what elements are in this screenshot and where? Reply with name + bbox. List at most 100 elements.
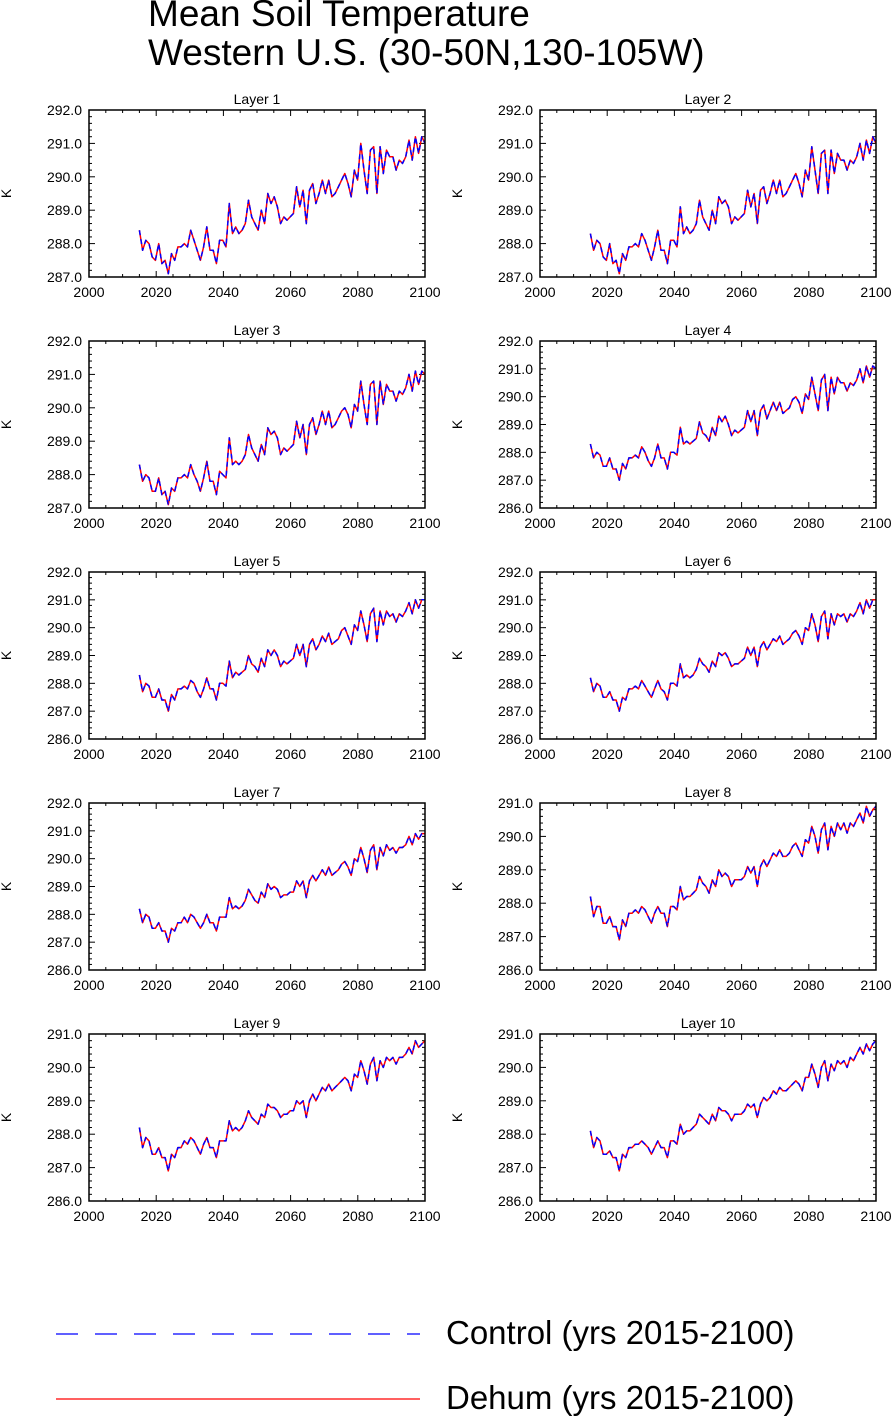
panel-title: Layer 4	[685, 322, 732, 338]
series-control-line	[589, 365, 877, 481]
x-tick-label: 2000	[524, 746, 555, 762]
x-tick-label: 2040	[208, 746, 239, 762]
x-tick-label: 2000	[73, 284, 104, 300]
y-tick-label: 286.0	[498, 500, 533, 516]
y-tick-label: 290.0	[498, 620, 533, 636]
x-tick-label: 2060	[275, 977, 306, 993]
y-tick-label: 289.0	[498, 648, 533, 664]
panel-layer-6: Layer 6 K 2000 2020 2040 2060 2080 2100 286.0 287…	[449, 553, 892, 762]
y-tick-label: 292.0	[498, 333, 533, 349]
plot-frame	[88, 802, 426, 971]
panel-layer-2: Layer 2 K 2000 2020 2040 2060 2080 2100 287.0 288…	[449, 91, 892, 300]
series-dehum-line	[138, 832, 425, 943]
series-dehum-line	[138, 135, 426, 275]
x-tick-label: 2000	[73, 515, 104, 531]
y-tick-label: 287.0	[498, 929, 533, 945]
y-tick-label: 288.0	[47, 236, 82, 252]
panel-title: Layer 5	[234, 553, 281, 569]
x-tick-label: 2020	[141, 746, 172, 762]
x-tick-label: 2060	[726, 1208, 757, 1224]
y-tick-label: 289.0	[498, 202, 533, 218]
x-tick-label: 2080	[342, 284, 373, 300]
figure-title: Mean Soil Temperature Western U.S. (30-5…	[148, 0, 705, 72]
series-dehum-line	[589, 135, 877, 275]
x-tick-label: 2020	[141, 977, 172, 993]
y-tick-label: 288.0	[47, 1126, 82, 1142]
x-tick-label: 2040	[208, 515, 239, 531]
y-tick-label: 290.0	[47, 620, 82, 636]
plot-frame	[88, 1033, 426, 1202]
y-tick-label: 289.0	[47, 433, 82, 449]
x-tick-label: 2020	[592, 746, 623, 762]
x-tick-label: 2080	[342, 746, 373, 762]
series-dehum-line	[138, 599, 425, 712]
plot-frame	[539, 571, 877, 740]
y-tick-label: 286.0	[47, 731, 82, 747]
y-axis-label: K	[449, 1112, 465, 1122]
y-tick-label: 288.0	[498, 1126, 533, 1142]
y-tick-label: 290.0	[498, 389, 533, 405]
x-tick-label: 2040	[208, 1208, 239, 1224]
chart-panels: Layer 1 K 2000 2020 2040 2060 2080 2100 287.0 288…	[0, 91, 892, 1224]
y-tick-label: 287.0	[47, 269, 82, 285]
y-axis-label: K	[449, 881, 465, 891]
plot-frame	[88, 571, 426, 740]
y-tick-label: 290.0	[47, 1059, 82, 1075]
x-tick-label: 2100	[409, 284, 440, 300]
y-axis-label: K	[0, 650, 14, 660]
y-tick-label: 289.0	[47, 648, 82, 664]
panel-layer-8: Layer 8 K 2000 2020 2040 2060 2080 2100 286.0 287…	[449, 784, 892, 993]
x-tick-label: 2000	[524, 977, 555, 993]
panel-layer-4: Layer 4 K 2000 2020 2040 2060 2080 2100 286.0 287…	[449, 322, 892, 531]
x-tick-label: 2000	[73, 977, 104, 993]
y-tick-label: 286.0	[498, 1193, 533, 1209]
y-tick-label: 291.0	[498, 1026, 533, 1042]
x-tick-label: 2040	[659, 284, 690, 300]
y-axis-label: K	[449, 188, 465, 198]
x-tick-label: 2020	[592, 1208, 623, 1224]
x-tick-label: 2080	[342, 515, 373, 531]
x-tick-label: 2040	[659, 1208, 690, 1224]
x-tick-label: 2100	[409, 1208, 440, 1224]
panel-title: Layer 1	[234, 91, 281, 107]
x-tick-label: 2040	[208, 977, 239, 993]
y-tick-label: 290.0	[47, 851, 82, 867]
y-tick-label: 291.0	[47, 823, 82, 839]
x-tick-label: 2020	[592, 284, 623, 300]
y-tick-label: 289.0	[47, 879, 82, 895]
y-tick-label: 287.0	[47, 1160, 82, 1176]
y-tick-label: 288.0	[498, 444, 533, 460]
y-tick-label: 292.0	[47, 795, 82, 811]
plot-frame	[88, 109, 426, 278]
y-tick-label: 291.0	[498, 361, 533, 377]
x-tick-label: 2080	[793, 977, 824, 993]
series-control-line	[138, 1039, 426, 1172]
x-tick-label: 2000	[524, 515, 555, 531]
x-tick-label: 2100	[409, 515, 440, 531]
x-tick-label: 2080	[342, 977, 373, 993]
x-tick-label: 2000	[73, 746, 104, 762]
series-dehum-line	[589, 599, 876, 712]
x-tick-label: 2040	[659, 746, 690, 762]
x-tick-label: 2060	[726, 515, 757, 531]
y-axis-label: K	[449, 419, 465, 429]
x-tick-label: 2080	[342, 1208, 373, 1224]
y-tick-label: 291.0	[498, 795, 533, 811]
x-tick-label: 2100	[860, 515, 891, 531]
series-control-line	[589, 805, 877, 941]
y-tick-label: 289.0	[498, 417, 533, 433]
y-tick-label: 288.0	[498, 895, 533, 911]
panel-title: Layer 10	[681, 1015, 736, 1031]
y-tick-label: 288.0	[47, 675, 82, 691]
legend-label-dehum: Dehum (yrs 2015-2100)	[446, 1379, 795, 1416]
series-control-line	[138, 370, 426, 506]
series-dehum-line	[138, 1039, 426, 1172]
x-tick-label: 2060	[726, 284, 757, 300]
y-tick-label: 291.0	[47, 592, 82, 608]
plot-frame	[539, 109, 877, 278]
series-control-line	[138, 599, 425, 712]
x-tick-label: 2020	[592, 977, 623, 993]
x-tick-label: 2100	[860, 284, 891, 300]
x-tick-label: 2020	[141, 1208, 172, 1224]
y-tick-label: 291.0	[498, 592, 533, 608]
